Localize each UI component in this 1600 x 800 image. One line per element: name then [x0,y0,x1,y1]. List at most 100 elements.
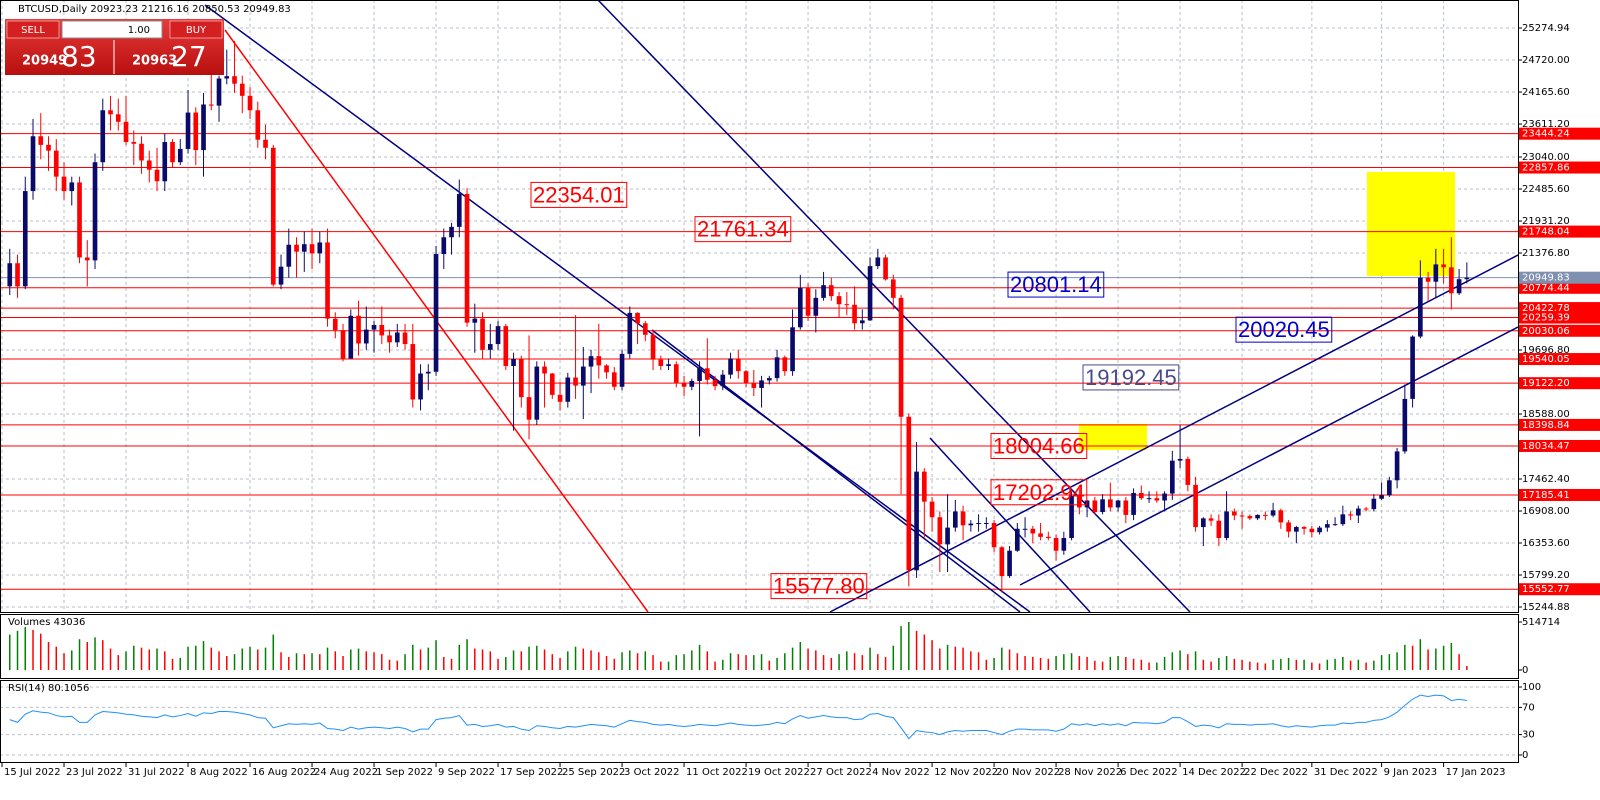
x-tick-label: 31 Dec 2022 [1314,767,1378,778]
candle-body [1208,518,1214,521]
candle-body [1425,277,1431,282]
annotation-label: 20801.14 [1010,272,1102,297]
candle-body [1170,460,1175,494]
candle-body [1294,527,1299,532]
candle-body [356,315,361,344]
candle-body [270,147,276,285]
candle-body [394,332,400,343]
y-tick-label: 22485.60 [1522,184,1570,195]
annotation-label: 18004.66 [993,434,1085,459]
candle-body [247,95,253,111]
candle-body [77,182,82,258]
candle-body [883,257,888,280]
buy-label[interactable]: BUY [186,25,207,36]
x-tick-label: 9 Sep 2022 [438,767,495,778]
candle-body [999,547,1005,577]
candle-body [495,326,501,345]
candle-body [774,357,780,379]
annotation-box [1082,364,1180,391]
price-line-tag [1518,439,1600,452]
candle-body [952,511,958,528]
candle-body [1317,527,1322,533]
candle-body [1348,514,1353,516]
candle-body [968,523,974,526]
candle-body [185,112,191,149]
x-tick-label: 12 Nov 2022 [934,767,998,778]
annotations: 22354.01 21761.34 20801.14 20020.45 19192.45… [530,181,1333,600]
y-tick-label: 70 [1522,702,1535,713]
y-tick-label: 514714 [1522,617,1560,628]
sell-label[interactable]: SELL [21,25,45,36]
candle-body [232,76,237,84]
candle-body [704,368,710,380]
candle-body [898,297,904,417]
candle-body [216,78,222,106]
candle-body [410,344,416,400]
candle-body [673,364,679,383]
y-tick-label: 0 [1522,750,1528,761]
annotation-box [1235,316,1333,343]
y-tick-label: 21376.80 [1522,248,1570,259]
candle-body [976,523,981,525]
price-line-tag [1518,302,1600,315]
buy-button[interactable] [169,20,223,39]
candle-body [759,380,764,388]
y-tick-label: 24720.00 [1522,55,1570,66]
candle-body [1363,508,1369,510]
annotation-box [770,573,868,600]
annotation-label: 17202.94 [993,480,1085,505]
candle-body [991,523,997,548]
candle-body [208,104,214,106]
candle-body [433,253,439,372]
y-tick-label: 16353.60 [1522,538,1570,549]
annotation-label: 20020.45 [1238,317,1330,342]
price-line-tag [1518,353,1600,366]
sell-button[interactable] [6,20,60,39]
candle-body [642,323,648,335]
x-tick-label: 23 Jul 2022 [66,767,123,778]
lot-value[interactable]: 1.00 [128,25,150,36]
price-line-label: 21748.04 [1522,227,1570,238]
candle-body [813,297,819,316]
candle-body [852,304,857,324]
candle-body [1131,492,1136,515]
candle-body [782,357,788,372]
candle-body [921,471,927,502]
candle-body [1356,508,1361,516]
x-tick-label: 22 Dec 2022 [1244,767,1308,778]
candle-body [1394,451,1400,481]
candle-body [526,397,532,420]
candle-body [1014,528,1020,551]
candle-body [790,327,795,372]
trend-line [829,254,1518,612]
price-axis: 25274.94 24720.00 24165.60 23611.20 23040.00… [1518,23,1600,613]
candle-body [1185,458,1191,485]
ask-big: 20963 [132,54,177,69]
x-tick-label: 31 Jul 2022 [128,767,185,778]
price-line-tag [1518,418,1600,431]
x-tick-label: 17 Sep 2022 [500,767,563,778]
candle-body [1449,267,1454,294]
candle-body [557,394,563,402]
candle-body [503,326,509,366]
price-line-tag [1518,583,1600,596]
candle-body [549,373,555,395]
annotation-box [990,433,1088,460]
y-tick-label: 16908.00 [1522,506,1570,517]
candle-body [472,318,478,323]
candle-body [255,110,261,140]
candle-body [751,383,757,388]
candle-body [821,285,826,298]
candle-body [666,364,671,366]
candle-body [743,371,749,384]
candle-body [1022,528,1028,530]
candle-body [1115,500,1121,508]
lot-input[interactable] [61,20,163,39]
candle-body [728,358,733,375]
candle-body [1247,516,1253,519]
y-tick-label: 19696.80 [1522,345,1570,356]
candle-body [1108,499,1113,508]
candle-body [1100,499,1105,513]
candle-body [379,324,385,336]
candle-body [108,110,113,115]
